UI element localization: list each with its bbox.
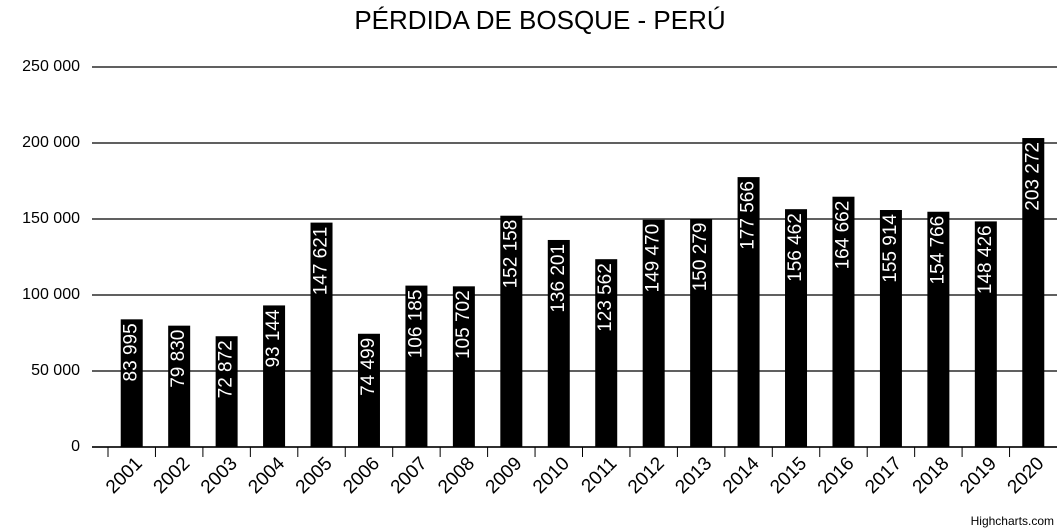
x-tick-label: 2008 xyxy=(434,453,479,498)
data-label: 149 470 xyxy=(643,224,664,293)
x-tick-label: 2017 xyxy=(861,453,906,498)
x-tick-label: 2019 xyxy=(956,453,1001,498)
x-tick-label: 2015 xyxy=(766,453,811,498)
bar xyxy=(500,215,523,447)
bar xyxy=(690,218,713,447)
bar xyxy=(879,210,902,447)
data-label: 154 766 xyxy=(927,216,948,285)
x-tick-label: 2011 xyxy=(578,453,622,497)
data-label: 105 702 xyxy=(453,290,474,359)
y-tick-label: 50 000 xyxy=(31,362,80,379)
bar xyxy=(737,177,760,448)
data-label: 79 830 xyxy=(168,330,189,388)
bar xyxy=(927,211,950,447)
data-label: 152 158 xyxy=(500,220,521,289)
data-label: 83 995 xyxy=(121,323,142,381)
bar xyxy=(595,259,618,447)
data-label: 72 872 xyxy=(216,340,237,398)
data-label: 74 499 xyxy=(358,338,379,396)
bar xyxy=(452,286,475,447)
x-tick-label: 2013 xyxy=(671,453,716,498)
x-tick-label: 2001 xyxy=(102,453,147,498)
data-label: 203 272 xyxy=(1022,142,1043,211)
y-tick-label: 150 000 xyxy=(22,210,80,227)
x-tick-label: 2018 xyxy=(909,453,954,498)
data-label: 155 914 xyxy=(880,214,901,283)
bar xyxy=(1022,138,1045,448)
x-tick-label: 2004 xyxy=(244,453,289,498)
x-tick-label: 2007 xyxy=(387,453,432,498)
x-tick-label: 2020 xyxy=(1004,453,1049,498)
data-label: 177 566 xyxy=(738,181,759,250)
y-tick-label: 0 xyxy=(71,438,80,455)
bar xyxy=(547,239,570,447)
bar xyxy=(785,209,808,447)
x-tick-label: 2012 xyxy=(624,453,669,498)
y-tick-label: 200 000 xyxy=(22,134,80,151)
data-label: 148 426 xyxy=(975,225,996,294)
x-tick-label: 2003 xyxy=(197,453,242,498)
y-tick-label: 250 000 xyxy=(22,58,80,75)
bar xyxy=(120,319,143,447)
data-label: 93 144 xyxy=(263,309,284,368)
data-label: 150 279 xyxy=(690,223,711,292)
bar xyxy=(974,221,997,447)
data-label: 147 621 xyxy=(311,227,332,296)
x-tick-label: 2009 xyxy=(482,453,527,498)
x-tick-label: 2005 xyxy=(292,453,337,498)
bar xyxy=(642,219,665,447)
x-tick-label: 2002 xyxy=(150,453,195,498)
bar xyxy=(263,305,286,447)
data-label: 123 562 xyxy=(595,263,616,332)
bar xyxy=(405,285,428,447)
data-label: 156 462 xyxy=(785,213,806,282)
bar xyxy=(832,196,855,447)
bar xyxy=(357,333,380,447)
x-tick-label: 2006 xyxy=(339,453,384,498)
data-label: 106 185 xyxy=(405,290,426,359)
bar xyxy=(168,325,191,447)
data-label: 136 201 xyxy=(548,244,569,313)
bar xyxy=(310,222,333,447)
x-tick-label: 2010 xyxy=(529,453,574,498)
x-tick-label: 2016 xyxy=(814,453,859,498)
bar xyxy=(215,336,238,447)
credits: Highcharts.com xyxy=(971,514,1054,528)
y-tick-label: 100 000 xyxy=(22,286,80,303)
chart-title: PÉRDIDA DE BOSQUE - PERÚ xyxy=(354,5,725,35)
x-tick-label: 2014 xyxy=(719,453,764,498)
data-label: 164 662 xyxy=(832,201,853,270)
